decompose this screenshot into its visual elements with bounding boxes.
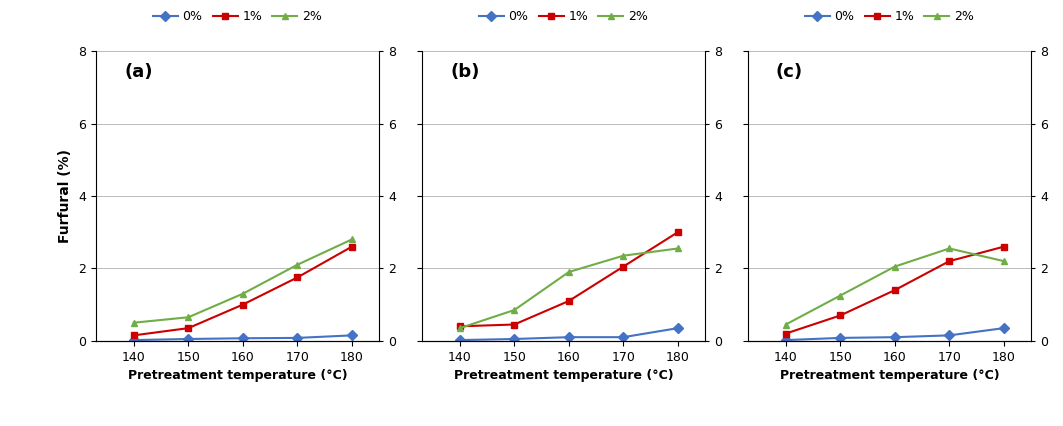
X-axis label: Pretreatment temperature (°C): Pretreatment temperature (°C) [454, 369, 673, 382]
Legend: 0%, 1%, 2%: 0%, 1%, 2% [473, 5, 654, 28]
Text: (c): (c) [776, 63, 804, 81]
Y-axis label: Furfural (%): Furfural (%) [58, 149, 72, 243]
Legend: 0%, 1%, 2%: 0%, 1%, 2% [799, 5, 979, 28]
Text: (b): (b) [450, 63, 479, 81]
Text: (a): (a) [124, 63, 152, 81]
Legend: 0%, 1%, 2%: 0%, 1%, 2% [148, 5, 327, 28]
X-axis label: Pretreatment temperature (°C): Pretreatment temperature (°C) [128, 369, 348, 382]
X-axis label: Pretreatment temperature (°C): Pretreatment temperature (°C) [779, 369, 999, 382]
